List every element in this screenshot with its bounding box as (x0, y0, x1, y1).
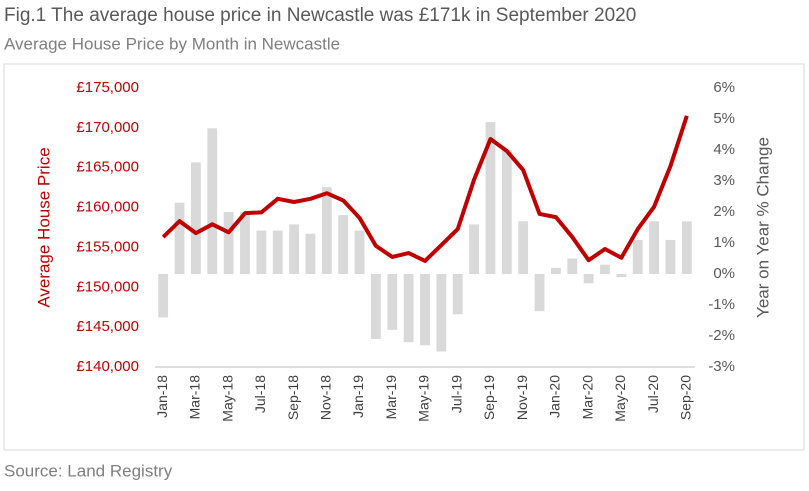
x-tick-label: Mar-19 (383, 375, 399, 420)
bar (289, 224, 299, 274)
bar (649, 221, 659, 274)
x-tick-label: Nov-19 (514, 375, 530, 420)
y2-tick-label: -3% (708, 358, 735, 375)
line (161, 115, 689, 263)
bar (534, 274, 545, 312)
y-tick-label: £140,000 (76, 358, 139, 375)
bar (387, 274, 398, 330)
y2-tick-label: 0% (713, 265, 735, 282)
bar (632, 239, 643, 274)
bar (616, 274, 627, 278)
x-tick-label: Nov-18 (318, 375, 334, 420)
bar (485, 122, 496, 274)
bar (158, 274, 169, 318)
y-tick-label: £175,000 (76, 79, 139, 96)
y-tick-label: £160,000 (76, 199, 139, 216)
y-tick-label: £165,000 (76, 159, 139, 176)
bar (665, 239, 676, 274)
y2-tick-label: 4% (713, 141, 735, 158)
y-tick-label: £155,000 (76, 238, 139, 255)
x-tick-label: Jan-18 (154, 375, 170, 418)
bar (420, 274, 430, 346)
source: Source: Land Registry (4, 461, 173, 480)
bar (403, 274, 414, 343)
bar (305, 233, 316, 274)
chart-frame (3, 63, 805, 451)
y-tick-label: £170,000 (76, 119, 139, 136)
x-tick-label: May-19 (416, 375, 432, 422)
bar (354, 230, 365, 274)
bar (469, 224, 479, 274)
bar (681, 221, 692, 274)
bar (436, 274, 447, 352)
y2-axis-title: Year on Year % Change (753, 137, 772, 318)
x-tick-label: Sep-18 (285, 375, 301, 420)
bar (600, 264, 610, 274)
y2-tick-label: -1% (708, 296, 735, 313)
x-tick-label: May-20 (612, 375, 628, 422)
y2-tick-label: 1% (713, 234, 735, 251)
bar (223, 212, 234, 274)
bar (338, 215, 349, 274)
bar (567, 258, 578, 274)
y2-tick-label: 3% (713, 172, 735, 189)
bar (501, 150, 512, 274)
y-axis-title: Average House Price (34, 147, 53, 307)
y-tick-label: £145,000 (76, 318, 139, 335)
x-tick-label: Sep-19 (481, 375, 497, 420)
bar (518, 221, 529, 274)
x-tick-label: Mar-18 (187, 375, 203, 420)
bar (191, 162, 201, 274)
y2-tick-label: 2% (713, 203, 735, 220)
x-tick-label: Jul-18 (252, 375, 268, 413)
bar (174, 202, 185, 274)
bar (207, 128, 218, 274)
x-tick-label: Mar-20 (579, 375, 595, 420)
bar (240, 212, 250, 274)
bar (272, 230, 283, 274)
y2-tick-label: 5% (713, 110, 735, 127)
y2-tick-label: -2% (708, 327, 735, 344)
y2-tick-label: 6% (713, 79, 735, 96)
x-tick-label: Jul-20 (645, 375, 661, 413)
x-tick-label: Jan-20 (547, 375, 563, 418)
x-tick-label: Sep-20 (678, 375, 694, 420)
y-tick-label: £150,000 (76, 278, 139, 295)
bar (583, 274, 594, 284)
bar (321, 187, 332, 274)
x-tick-label: May-18 (219, 375, 235, 422)
bar (452, 274, 463, 315)
x-tick-label: Jul-19 (448, 375, 464, 413)
bar (371, 274, 381, 340)
bar (551, 267, 561, 274)
bar (256, 230, 267, 274)
subtitle: Average House Price by Month in Newcastl… (4, 34, 340, 53)
title: Fig.1 The average house price in Newcast… (4, 5, 636, 26)
x-tick-label: Jan-19 (350, 375, 366, 418)
